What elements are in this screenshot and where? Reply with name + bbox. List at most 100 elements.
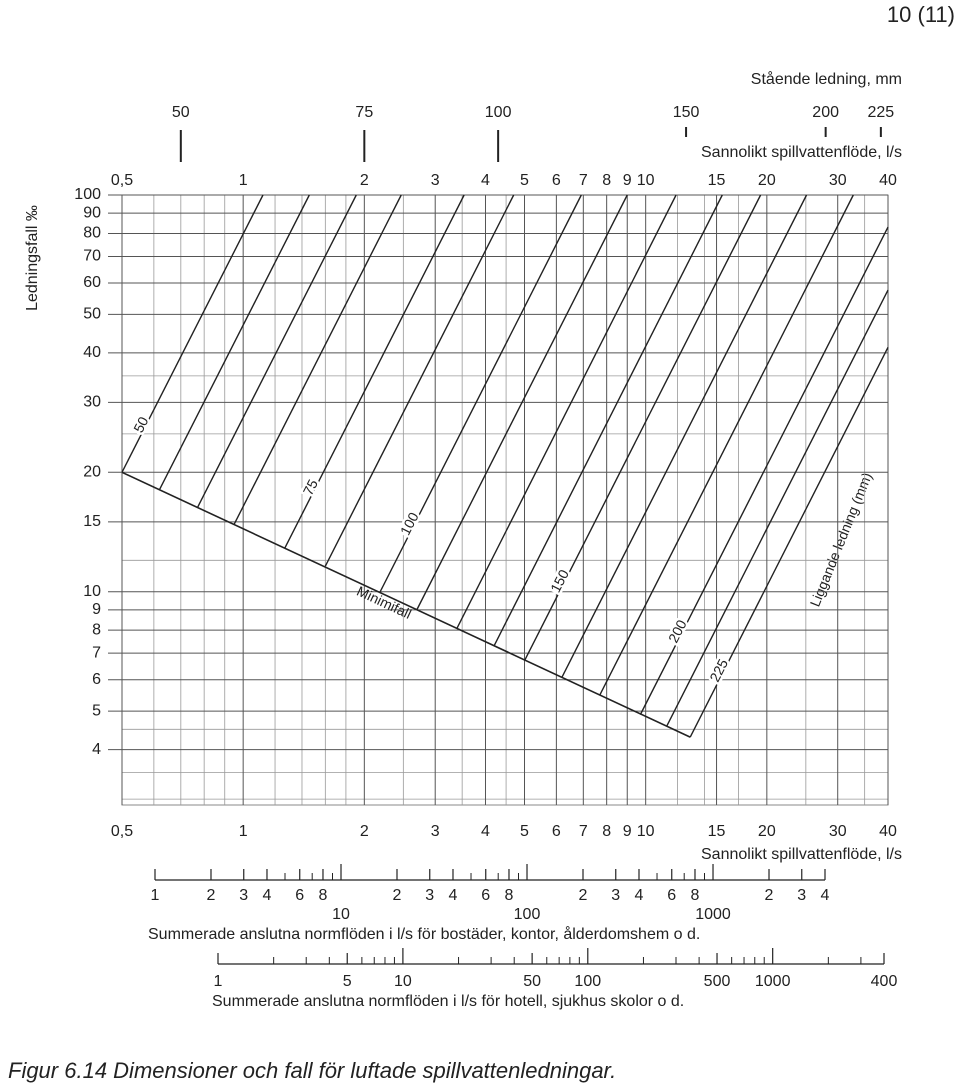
- standing-label: 225: [868, 104, 895, 121]
- standing-label: 150: [673, 104, 700, 121]
- y-tick-label: 60: [83, 274, 101, 291]
- x-tick-label: 0,5: [111, 823, 133, 840]
- x-tick-label-top: 30: [829, 172, 847, 189]
- x-tick-label-top: 1: [239, 172, 248, 189]
- x-tick-label: 10: [637, 823, 655, 840]
- pipe-line: [493, 194, 723, 647]
- x-axis-title: Sannolikt spillvattenflöde, l/s: [701, 846, 902, 863]
- scale-tick-label: 4: [449, 887, 458, 904]
- y-tick-label: 40: [83, 344, 101, 361]
- x-tick-label: 20: [758, 823, 776, 840]
- standing-label: 50: [172, 104, 190, 121]
- pipe-line: [284, 194, 465, 549]
- pipe-line-label: 50: [130, 414, 151, 435]
- x-tick-label-top: 20: [758, 172, 776, 189]
- scale-tick-label: 6: [667, 887, 676, 904]
- scale-tick-label: 4: [263, 887, 272, 904]
- pipe-line: [689, 347, 889, 738]
- x-tick-label-top: 8: [602, 172, 611, 189]
- x-tick-label: 3: [431, 823, 440, 840]
- x-tick-label-top: 3: [431, 172, 440, 189]
- scale-tick-label: 6: [481, 887, 490, 904]
- pipe-line: [379, 194, 582, 593]
- x-tick-label-top: 9: [623, 172, 632, 189]
- x-tick-label: 6: [552, 823, 561, 840]
- y-tick-label: 90: [83, 204, 101, 221]
- y-tick-label: 20: [83, 464, 101, 481]
- x-tick-label: 4: [481, 823, 490, 840]
- pipe-line: [523, 194, 762, 662]
- pipe-line: [324, 194, 515, 567]
- x-axis-title-top: Sannolikt spillvattenflöde, l/s: [701, 144, 902, 161]
- x-tick-label-top: 7: [579, 172, 588, 189]
- minimum-line-label: Minimifall: [354, 583, 414, 622]
- pipe-line-label: 100: [397, 509, 422, 537]
- scale-tick-label: 500: [704, 973, 731, 990]
- scale-tick-label: 6: [295, 887, 304, 904]
- x-tick-label: 1: [239, 823, 248, 840]
- scale-tick-label: 1000: [755, 973, 791, 990]
- pipe-line-label: 200: [665, 617, 690, 645]
- pipe-line: [456, 194, 677, 629]
- scale-tick-label: 5: [343, 973, 352, 990]
- scale-title: Summerade anslutna normflöden i l/s för …: [148, 925, 700, 943]
- x-tick-label: 5: [520, 823, 529, 840]
- pipe-line: [639, 226, 889, 715]
- scale-tick-label: 400: [871, 973, 898, 990]
- pipe-line: [233, 194, 402, 525]
- y-tick-label: 5: [92, 702, 101, 719]
- y-tick-label: 10: [83, 583, 101, 600]
- scale-tick-label: 50: [523, 973, 541, 990]
- scale-title: Summerade anslutna normflöden i l/s för …: [212, 993, 684, 1010]
- x-tick-label-top: 10: [637, 172, 655, 189]
- scale-tick-label: 2: [765, 887, 774, 904]
- scale-tick-label: 3: [797, 887, 806, 904]
- scale-tick-label: 1: [214, 973, 223, 990]
- x-tick-label: 9: [623, 823, 632, 840]
- x-tick-label: 7: [579, 823, 588, 840]
- y-tick-label: 4: [92, 741, 101, 758]
- standing-title: Stående ledning, mm: [751, 70, 902, 88]
- scale-tick-label: 100: [514, 906, 541, 923]
- y-tick-label: 100: [74, 186, 101, 203]
- x-tick-label-top: 4: [481, 172, 490, 189]
- scale-tick-label: 2: [207, 887, 216, 904]
- standing-label: 200: [812, 104, 839, 121]
- pipe-line: [158, 194, 310, 490]
- scale-tick-label: 4: [821, 887, 830, 904]
- y-tick-label: 7: [92, 644, 101, 661]
- y-axis-title: Ledningsfall ‰: [24, 205, 41, 311]
- y-tick-label: 15: [83, 513, 101, 530]
- pipe-line: [666, 289, 889, 726]
- scale-tick-label: 3: [611, 887, 620, 904]
- pipe-line-label: 150: [547, 567, 572, 595]
- caption: Figur 6.14 Dimensioner och fall för luft…: [8, 1058, 616, 1083]
- pipe-line: [121, 194, 264, 473]
- x-tick-label: 30: [829, 823, 847, 840]
- scale-tick-label: 8: [691, 887, 700, 904]
- scale-tick-label: 10: [332, 906, 350, 923]
- x-tick-label-top: 5: [520, 172, 529, 189]
- pipe-line-label: 75: [300, 477, 321, 498]
- x-tick-label-top: 15: [708, 172, 726, 189]
- standing-label: 100: [485, 104, 512, 121]
- x-tick-label-top: 40: [879, 172, 897, 189]
- scale-tick-label: 1: [151, 887, 160, 904]
- x-tick-label: 15: [708, 823, 726, 840]
- scale-tick-label: 1000: [695, 906, 731, 923]
- scale-tick-label: 100: [574, 973, 601, 990]
- y-tick-label: 80: [83, 225, 101, 242]
- x-tick-label-top: 0,5: [111, 172, 133, 189]
- x-tick-label-top: 2: [360, 172, 369, 189]
- scale-tick-label: 8: [505, 887, 514, 904]
- x-tick-label: 40: [879, 823, 897, 840]
- scale-tick-label: 2: [579, 887, 588, 904]
- x-tick-label: 2: [360, 823, 369, 840]
- y-tick-label: 70: [83, 248, 101, 265]
- pipe-line: [416, 194, 628, 611]
- scale-tick-label: 3: [239, 887, 248, 904]
- pipe-line: [599, 194, 854, 696]
- standing-label: 75: [355, 104, 373, 121]
- pipe-line: [196, 194, 357, 508]
